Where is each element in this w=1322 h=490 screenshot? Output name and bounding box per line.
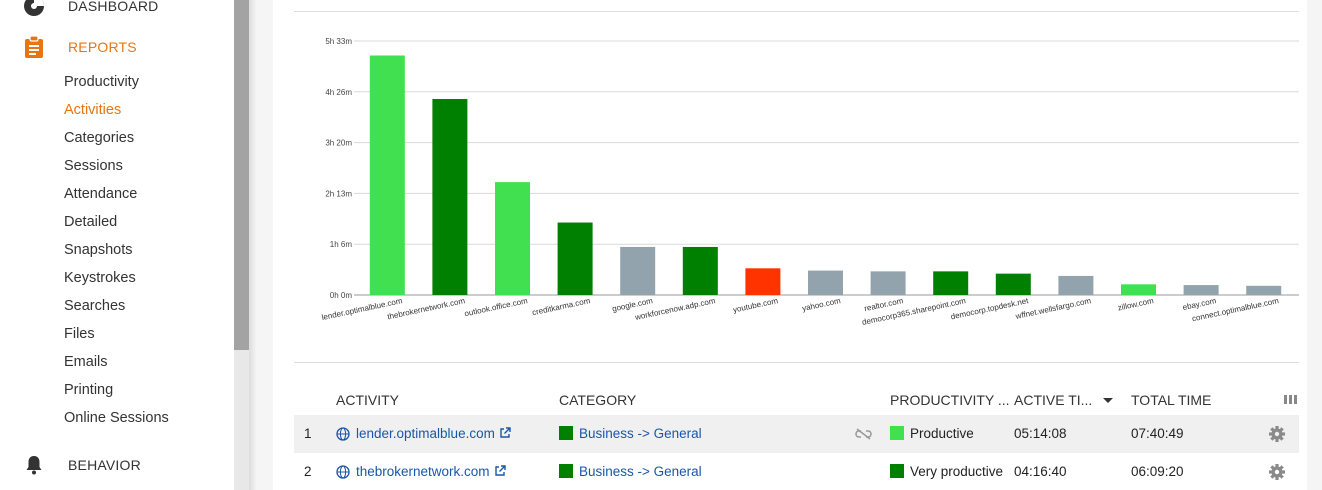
gear-icon[interactable]	[1269, 415, 1285, 453]
row-index: 1	[304, 426, 312, 441]
activity-link[interactable]: thebrokernetwork.com	[356, 464, 490, 479]
nav-reports[interactable]: REPORTS	[0, 32, 234, 62]
column-header-total-time[interactable]: TOTAL TIME	[1131, 392, 1212, 408]
category-cell[interactable]: Business -> General	[559, 453, 702, 490]
chart-table-divider	[294, 362, 1299, 363]
card-top-divider	[294, 11, 1299, 12]
report-item-printing[interactable]: Printing	[64, 382, 114, 398]
column-header-active-time[interactable]: ACTIVE TI...	[1014, 392, 1093, 408]
report-item-productivity[interactable]: Productivity	[64, 74, 139, 90]
y-tick-label: 1h 6m	[330, 240, 353, 249]
report-item-sessions[interactable]: Sessions	[64, 158, 123, 174]
active-time-cell: 04:16:40	[1014, 464, 1067, 479]
report-item-snapshots[interactable]: Snapshots	[64, 242, 133, 258]
report-item-activities[interactable]: Activities	[64, 102, 122, 118]
activity-cell[interactable]: lender.optimalblue.com	[336, 415, 511, 453]
x-tick-label: outlook.office.com	[464, 296, 529, 318]
bar-workforcenow-adp-com	[682, 246, 718, 295]
bar-wffnet-wellsfargo-com	[1058, 275, 1094, 295]
report-item-online-sessions[interactable]: Online Sessions	[64, 410, 169, 426]
report-card: 0h 0m 1h 6m 2h 13m 3h 20m 4h 26m 5h 33m lender…	[273, 0, 1307, 490]
bar-realtor-com	[870, 271, 906, 295]
bar-connect-optimalblue-com	[1246, 285, 1282, 295]
activity-cell[interactable]: thebrokernetwork.com	[336, 453, 506, 490]
bar-youtube-com	[745, 268, 781, 295]
productivity-label: Very productive	[910, 464, 1004, 479]
report-item-categories[interactable]: Categories	[64, 130, 135, 146]
bar-outlook-office-com	[495, 182, 530, 295]
clipboard-icon	[22, 35, 46, 59]
sort-desc-icon[interactable]	[1102, 385, 1114, 415]
x-tick-label: yahoo.com	[801, 296, 841, 313]
bar-democorp-topdesk-net	[995, 273, 1031, 295]
nav-behavior-label: BEHAVIOR	[68, 457, 141, 473]
x-tick-label: zillow.com	[1117, 296, 1155, 312]
bar-creditkarma-com	[557, 222, 593, 295]
productivity-color-swatch	[890, 464, 904, 478]
report-item-searches[interactable]: Searches	[64, 298, 126, 314]
table-row[interactable]: 2 thebrokernetwork.com Business -> Gener…	[294, 453, 1299, 490]
report-item-emails[interactable]: Emails	[64, 354, 108, 370]
productivity-cell: Very productive	[890, 453, 1003, 490]
globe-icon	[336, 456, 350, 490]
sidebar: DASHBOARD REPORTS Productivity Activitie…	[0, 0, 234, 490]
sidebar-divider	[249, 0, 257, 490]
globe-icon	[336, 418, 350, 456]
activity-link[interactable]: lender.optimalblue.com	[356, 426, 495, 441]
report-item-files[interactable]: Files	[64, 326, 95, 342]
report-item-detailed[interactable]: Detailed	[64, 214, 118, 230]
external-link-icon[interactable]	[499, 416, 511, 454]
total-time-cell: 06:09:20	[1131, 464, 1184, 479]
y-tick-label: 3h 20m	[325, 139, 352, 148]
sidebar-scrollbar[interactable]	[234, 0, 249, 490]
bar-democorp365-sharepoint-com	[933, 271, 969, 295]
nav-dashboard[interactable]: DASHBOARD	[0, 0, 234, 21]
nav-behavior[interactable]: BEHAVIOR	[0, 450, 234, 480]
productivity-color-swatch	[890, 426, 904, 440]
column-header-activity[interactable]: ACTIVITY	[336, 392, 400, 408]
category-color-swatch	[559, 464, 573, 478]
dashboard-icon	[22, 0, 46, 18]
active-time-cell: 05:14:08	[1014, 426, 1067, 441]
category-link[interactable]: Business -> General	[579, 464, 702, 479]
category-link[interactable]: Business -> General	[579, 426, 702, 441]
report-item-keystrokes[interactable]: Keystrokes	[64, 270, 136, 286]
y-tick-label: 4h 26m	[325, 88, 352, 97]
unlink-icon[interactable]	[855, 415, 872, 453]
external-link-icon[interactable]	[494, 454, 506, 490]
nav-dashboard-label: DASHBOARD	[68, 0, 159, 14]
productivity-label: Productive	[910, 426, 974, 441]
y-tick-label: 2h 13m	[325, 189, 352, 198]
column-header-productivity[interactable]: PRODUCTIVITY ...	[890, 392, 1010, 408]
main-content: 0h 0m 1h 6m 2h 13m 3h 20m 4h 26m 5h 33m lender…	[257, 0, 1322, 490]
x-tick-label: creditkarma.com	[531, 296, 591, 317]
columns-picker-icon[interactable]	[1284, 385, 1297, 415]
y-tick-label: 0h 0m	[330, 291, 353, 300]
bar-thebrokernetwork-com	[432, 98, 468, 295]
bar-yahoo-com	[808, 270, 843, 295]
gear-icon[interactable]	[1269, 453, 1285, 490]
nav-reports-label: REPORTS	[68, 39, 137, 55]
bell-icon	[22, 453, 46, 477]
report-item-attendance[interactable]: Attendance	[64, 186, 138, 202]
y-tick-label: 5h 33m	[325, 37, 352, 46]
category-color-swatch	[559, 426, 573, 440]
sidebar-scrollbar-thumb[interactable]	[234, 0, 249, 350]
column-header-category[interactable]: CATEGORY	[559, 392, 637, 408]
bar-zillow-com	[1121, 284, 1156, 295]
table-row[interactable]: 1 lender.optimalblue.com Business -> Gen…	[294, 415, 1299, 453]
category-cell[interactable]: Business -> General	[559, 415, 702, 453]
bar-google-com	[620, 246, 656, 295]
x-tick-label: youtube.com	[732, 296, 779, 314]
productivity-cell: Productive	[890, 415, 974, 453]
bar-ebay-com	[1183, 285, 1219, 295]
row-index: 2	[304, 464, 312, 479]
bar-lender-optimalblue-com	[369, 55, 405, 295]
total-time-cell: 07:40:49	[1131, 426, 1184, 441]
